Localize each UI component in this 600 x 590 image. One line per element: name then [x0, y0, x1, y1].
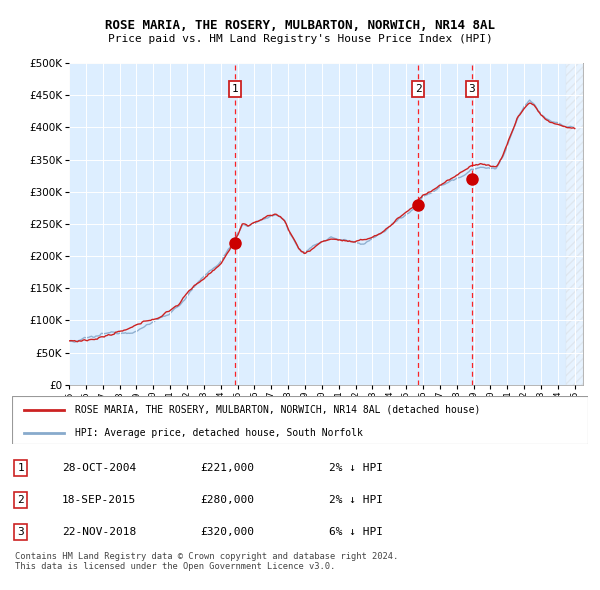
- Text: ROSE MARIA, THE ROSERY, MULBARTON, NORWICH, NR14 8AL (detached house): ROSE MARIA, THE ROSERY, MULBARTON, NORWI…: [76, 405, 481, 415]
- Text: 3: 3: [17, 527, 24, 537]
- Text: 28-OCT-2004: 28-OCT-2004: [62, 463, 136, 473]
- Text: HPI: Average price, detached house, South Norfolk: HPI: Average price, detached house, Sout…: [76, 428, 363, 438]
- Text: 1: 1: [232, 84, 238, 94]
- Text: ROSE MARIA, THE ROSERY, MULBARTON, NORWICH, NR14 8AL: ROSE MARIA, THE ROSERY, MULBARTON, NORWI…: [105, 19, 495, 32]
- Text: 2: 2: [415, 84, 422, 94]
- Text: £280,000: £280,000: [200, 495, 254, 505]
- Text: £320,000: £320,000: [200, 527, 254, 537]
- Text: 1: 1: [17, 463, 24, 473]
- Text: Contains HM Land Registry data © Crown copyright and database right 2024.
This d: Contains HM Land Registry data © Crown c…: [15, 552, 398, 571]
- Text: £221,000: £221,000: [200, 463, 254, 473]
- Text: 3: 3: [469, 84, 475, 94]
- Text: 18-SEP-2015: 18-SEP-2015: [62, 495, 136, 505]
- Text: 2% ↓ HPI: 2% ↓ HPI: [329, 463, 383, 473]
- Text: Price paid vs. HM Land Registry's House Price Index (HPI): Price paid vs. HM Land Registry's House …: [107, 34, 493, 44]
- Text: 6% ↓ HPI: 6% ↓ HPI: [329, 527, 383, 537]
- Text: 22-NOV-2018: 22-NOV-2018: [62, 527, 136, 537]
- Text: 2% ↓ HPI: 2% ↓ HPI: [329, 495, 383, 505]
- Text: 2: 2: [17, 495, 24, 505]
